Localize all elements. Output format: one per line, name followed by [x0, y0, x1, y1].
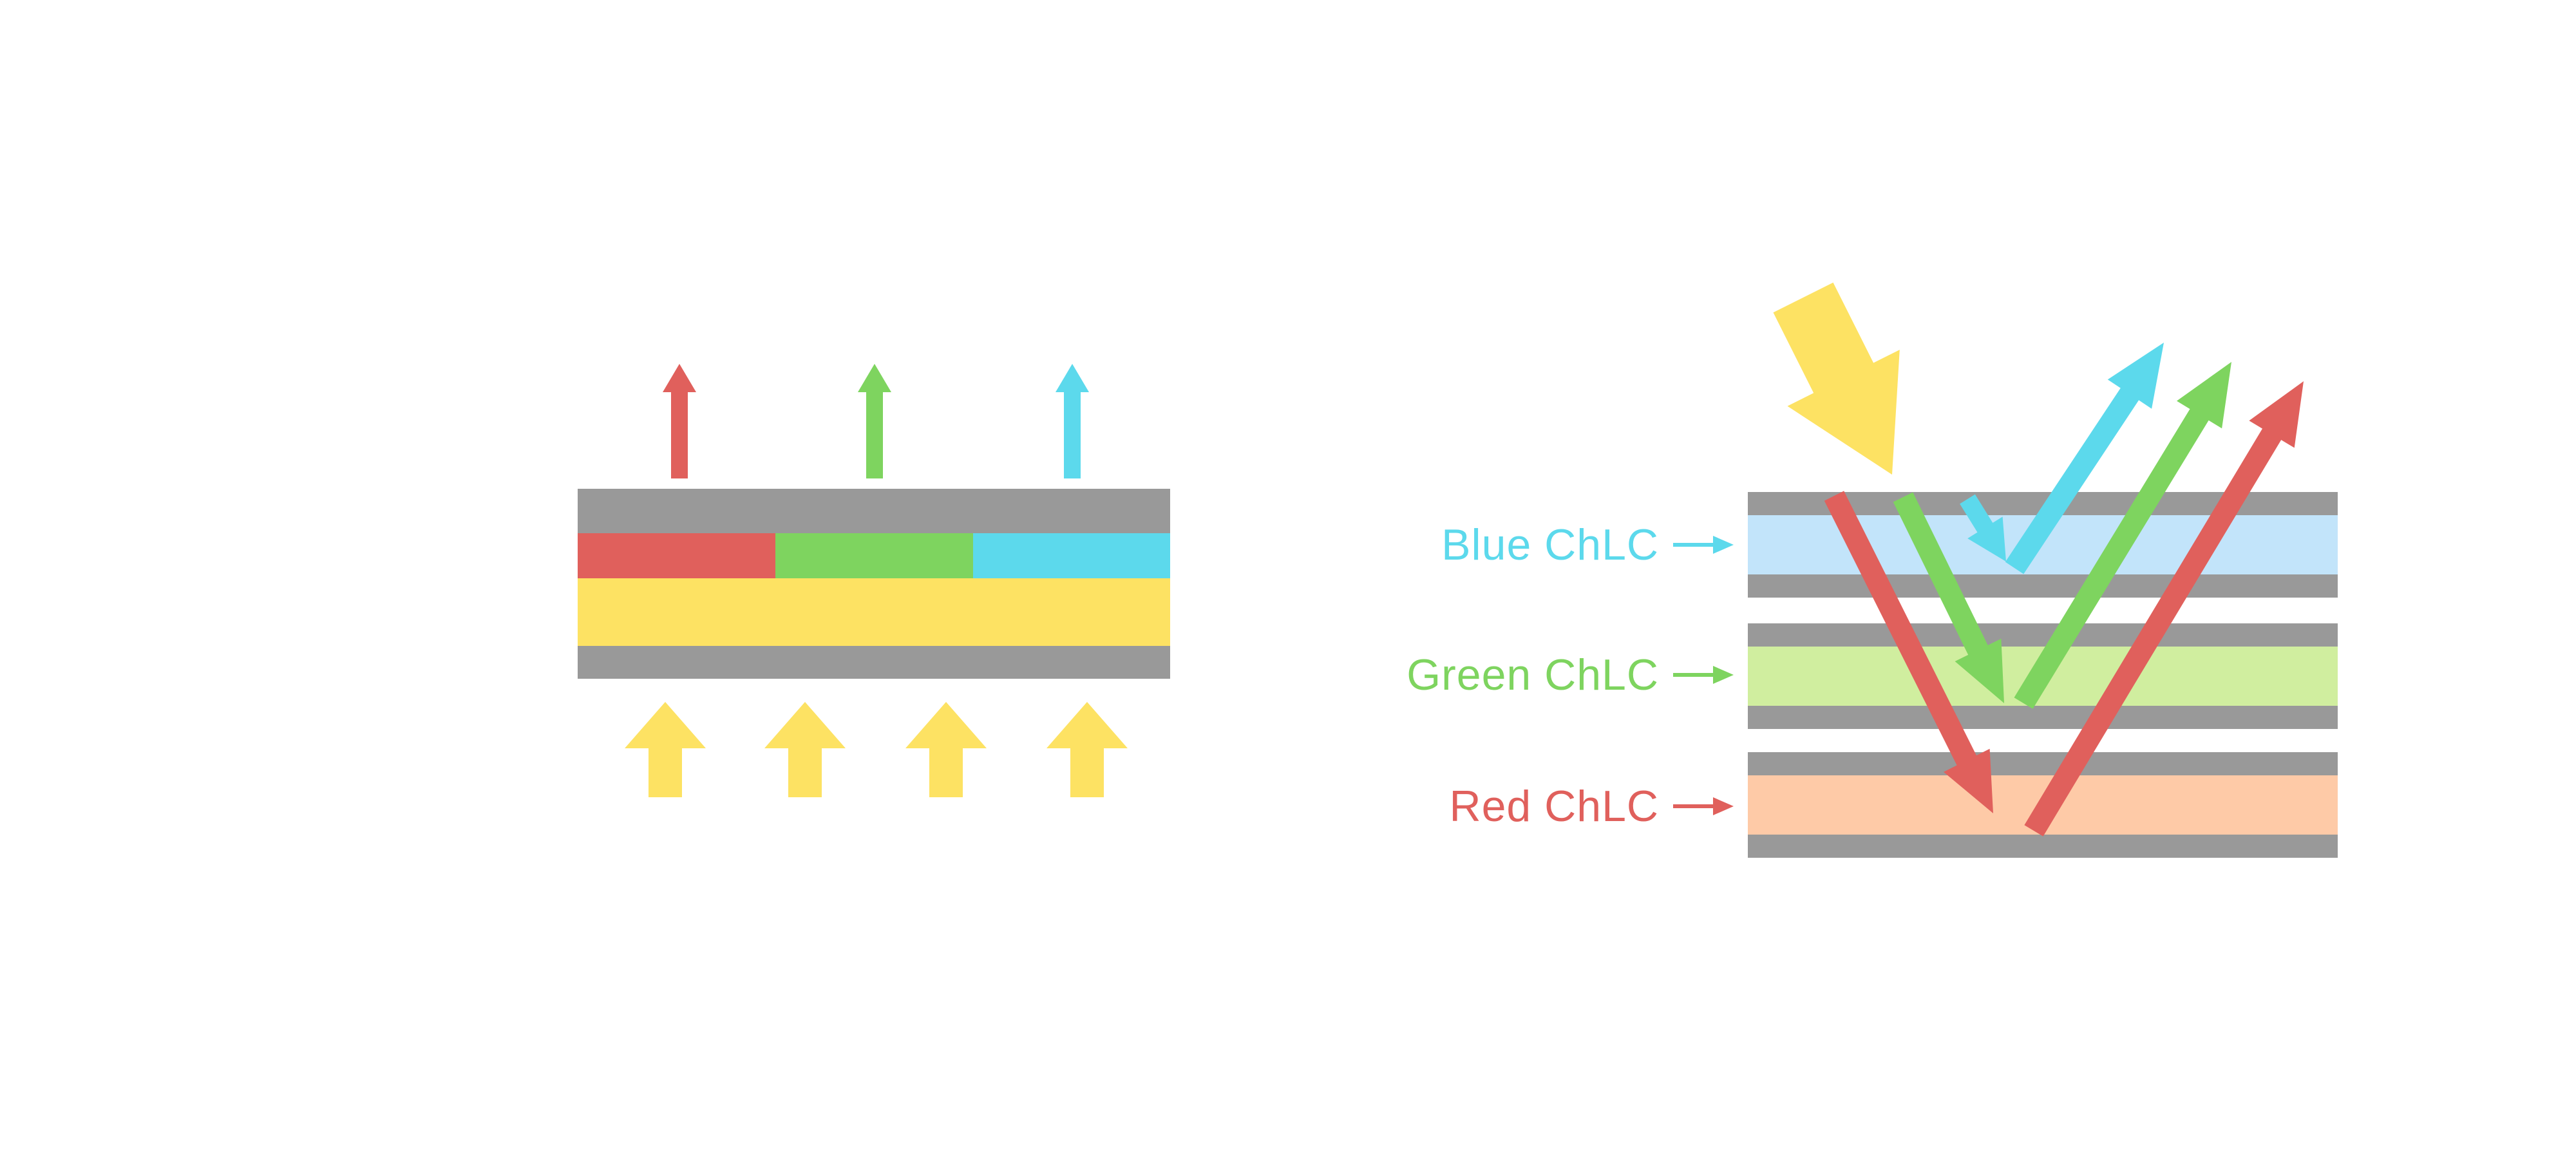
red-down-beam-arrow-icon	[1824, 491, 1993, 813]
green-label-pointer-arrow-icon	[1673, 666, 1734, 684]
red-cell-top-substrate	[1748, 752, 2338, 775]
backlight-layer	[578, 578, 1170, 646]
backlight-arrow-icon	[625, 702, 706, 797]
red-cell-bottom-substrate	[1748, 835, 2338, 858]
backlit-rgb-stack-diagram	[578, 364, 1170, 797]
green-subpixel-layer	[775, 533, 973, 578]
cyan-reflected-arrow-icon	[2005, 343, 2164, 574]
blue-cell-bottom-substrate	[1748, 574, 2338, 598]
green-cell-bottom-substrate	[1748, 706, 2338, 729]
reflective-chlc-stack-diagram: Blue ChLC Green ChLC Red ChLC	[1406, 282, 2338, 858]
green-emitted-arrow-icon	[858, 364, 891, 478]
green-chlc-label: Green ChLC	[1406, 650, 1659, 699]
cyan-emitted-arrow-icon	[1056, 364, 1089, 478]
top-glass-substrate	[578, 489, 1170, 533]
cyan-subpixel-layer	[973, 533, 1170, 578]
green-cell-top-substrate	[1748, 623, 2338, 647]
green-reflected-arrow-icon	[2014, 362, 2231, 709]
bottom-glass-substrate	[578, 646, 1170, 679]
red-emitted-arrow-icon	[663, 364, 696, 478]
red-subpixel-layer	[578, 533, 775, 578]
backlight-arrow-icon	[905, 702, 987, 797]
cyan-down-beam-arrow-icon	[1960, 494, 2006, 562]
green-down-beam-arrow-icon	[1893, 492, 2004, 703]
blue-label-pointer-arrow-icon	[1673, 536, 1734, 554]
red-chlc-label: Red ChLC	[1450, 782, 1660, 831]
backlight-arrow-icon	[1046, 702, 1128, 797]
red-label-pointer-arrow-icon	[1673, 797, 1734, 815]
red-reflected-arrow-icon	[2024, 381, 2304, 837]
blue-chlc-label: Blue ChLC	[1441, 520, 1659, 569]
backlight-arrow-icon	[764, 702, 846, 797]
incident-light-arrow-icon	[1773, 282, 1900, 475]
